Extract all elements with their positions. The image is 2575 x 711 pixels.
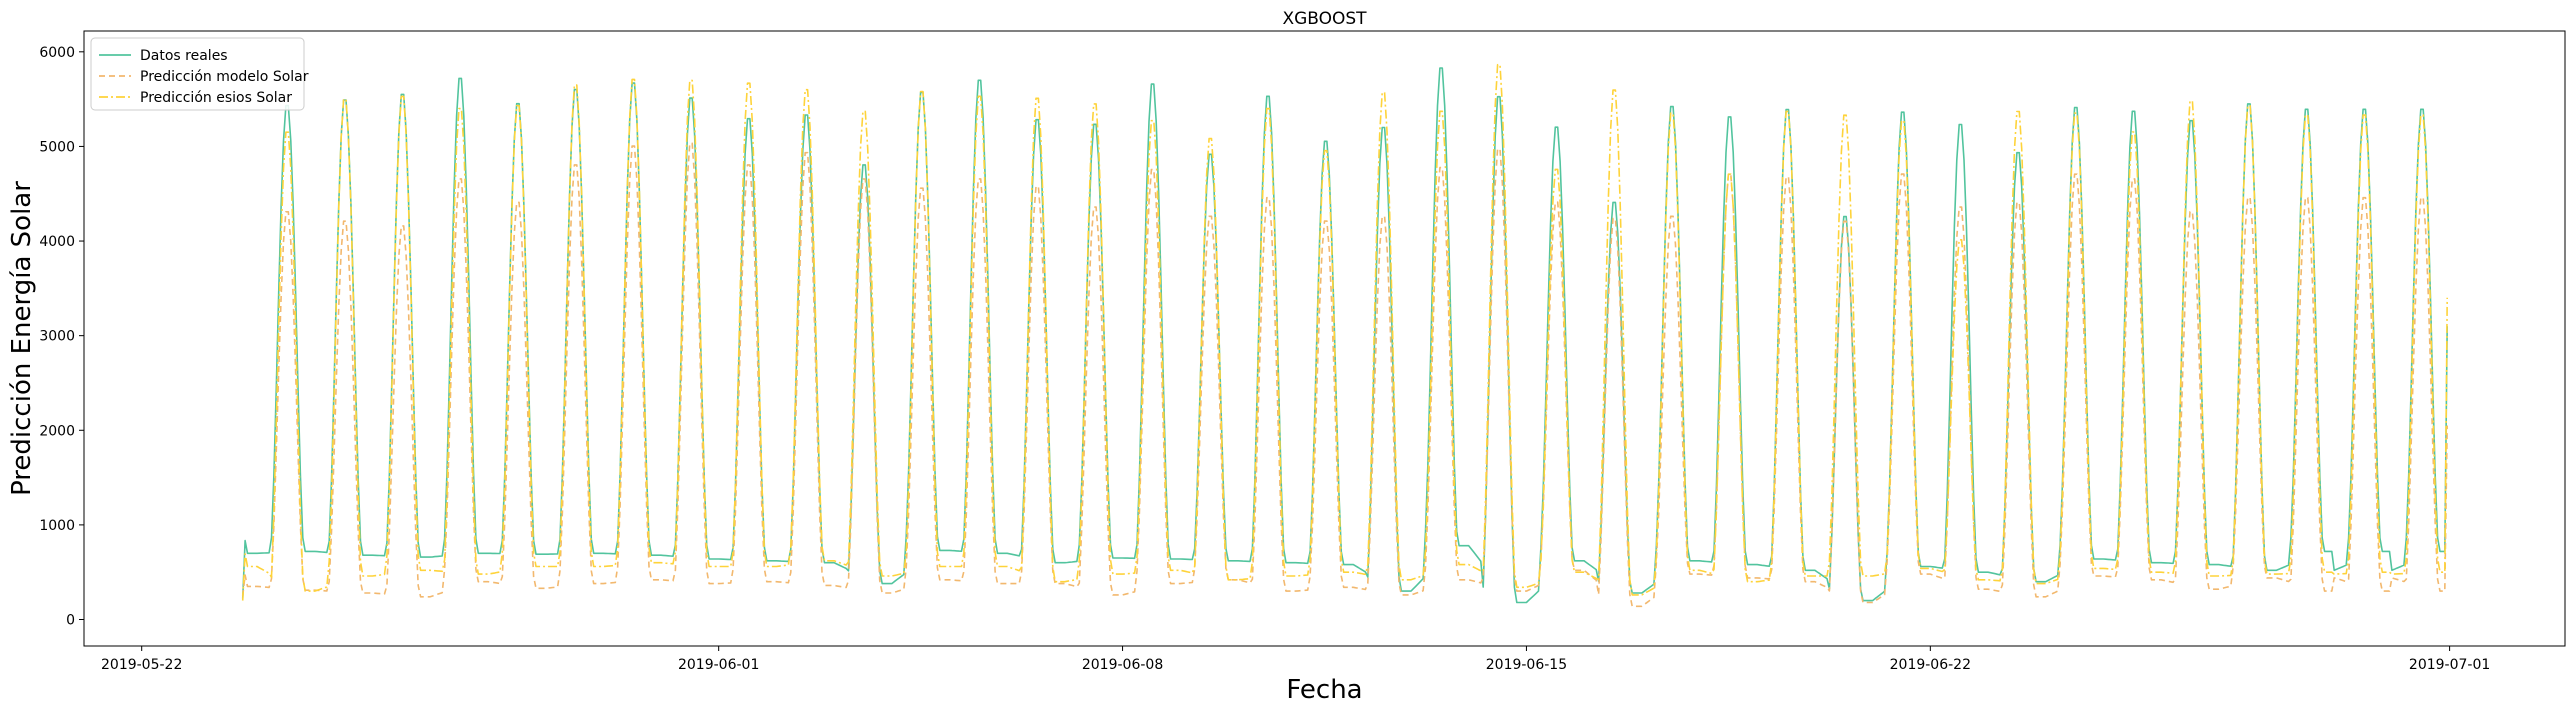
x-tick-label: 2019-06-15 (1486, 657, 1567, 673)
series-line-3 (241, 63, 2448, 601)
legend: Datos reales Predicción modelo Solar Predi… (90, 37, 309, 111)
x-axis-ticks: 2019-05-22 2019-06-01 2019-06-08 2019-06-15… (101, 646, 2490, 673)
y-tick-label: 4000 (39, 234, 75, 250)
x-tick-label: 2019-05-22 (101, 657, 182, 673)
series-line-2 (241, 142, 2448, 608)
series-layer (241, 63, 2448, 608)
x-tick-label: 2019-06-22 (1890, 657, 1971, 673)
x-tick-label: 2019-06-08 (1082, 657, 1163, 673)
y-tick-label: 0 (66, 613, 75, 629)
y-tick-label: 2000 (39, 423, 75, 439)
legend-label-1: Datos reales (140, 48, 228, 64)
y-tick-label: 6000 (39, 45, 75, 61)
x-axis-title: Fecha (1286, 675, 1362, 705)
y-axis-title: Predicción Energía Solar (7, 181, 37, 496)
x-tick-label: 2019-07-01 (2409, 657, 2490, 673)
legend-label-2: Predicción modelo Solar (140, 69, 309, 85)
chart-title: XGBOOST (1282, 9, 1367, 29)
y-axis-ticks: 0 1000 2000 3000 4000 5000 6000 (39, 45, 84, 629)
plot-frame (83, 30, 2566, 647)
y-tick-label: 1000 (39, 518, 75, 534)
legend-box (90, 37, 305, 111)
y-tick-label: 5000 (39, 139, 75, 155)
legend-label-3: Predicción esios Solar (140, 90, 292, 106)
y-tick-label: 3000 (39, 329, 75, 345)
x-tick-label: 2019-06-01 (678, 657, 759, 673)
